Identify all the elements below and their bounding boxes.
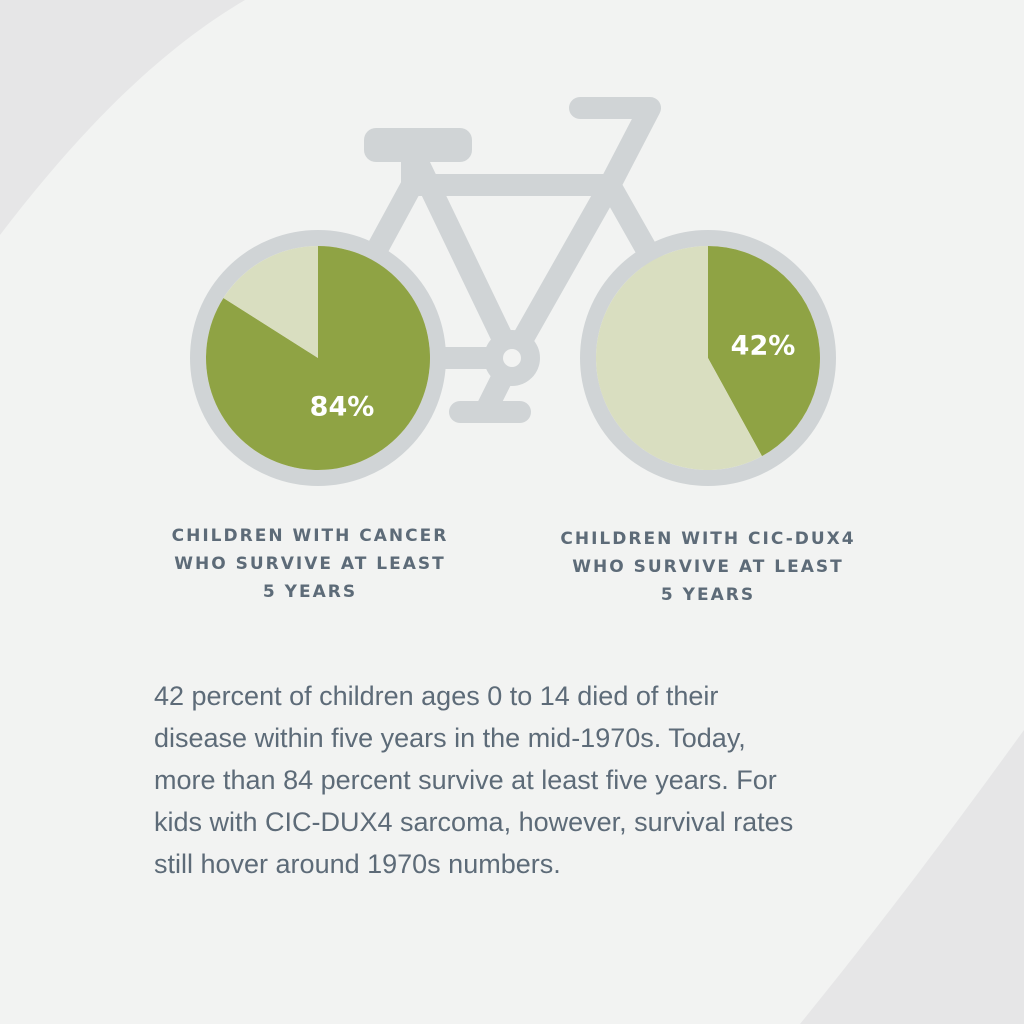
paragraph-line: 42 percent of children ages 0 to 14 died… xyxy=(154,681,719,711)
bike-saddle xyxy=(364,128,472,162)
left-pie-data-label: 84% xyxy=(310,392,375,423)
left-chart-caption: CHILDREN WITH CANCER WHO SURVIVE AT LEAS… xyxy=(140,522,480,606)
right-pie-slice-survive xyxy=(708,246,821,457)
paragraph-line: kids with CIC-DUX4 sarcoma, however, sur… xyxy=(154,807,794,837)
paragraph-line: still hover around 1970s numbers. xyxy=(154,849,561,879)
pie-chart-left xyxy=(206,246,430,471)
right-caption-line: CHILDREN WITH CIC-DUX4 xyxy=(560,529,856,549)
left-caption-line: 5 YEARS xyxy=(262,582,358,602)
right-caption-line: 5 YEARS xyxy=(660,585,756,605)
body-paragraph: 42 percent of children ages 0 to 14 died… xyxy=(154,675,874,885)
left-caption-line: CHILDREN WITH CANCER xyxy=(171,526,449,546)
right-wheel-tire xyxy=(580,230,836,486)
bike-seat-tube xyxy=(401,139,523,369)
paragraph-line: disease within five years in the mid-197… xyxy=(154,723,746,753)
bike-down-tube xyxy=(501,174,621,369)
right-pie-data-label: 42% xyxy=(731,331,796,362)
paragraph-line: more than 84 percent survive at least fi… xyxy=(154,765,777,795)
left-pie-slice-survive xyxy=(206,246,430,471)
pie-chart-right xyxy=(596,246,821,470)
right-caption-line: WHO SURVIVE AT LEAST xyxy=(572,557,844,577)
right-chart-caption: CHILDREN WITH CIC-DUX4 WHO SURVIVE AT LE… xyxy=(538,525,878,609)
left-wheel-tire xyxy=(190,230,446,486)
left-pie-slice-not-survive xyxy=(223,246,318,358)
right-pie-slice-not-survive xyxy=(596,246,762,470)
bike-chainring-hole xyxy=(503,349,521,367)
left-caption-line: WHO SURVIVE AT LEAST xyxy=(174,554,446,574)
